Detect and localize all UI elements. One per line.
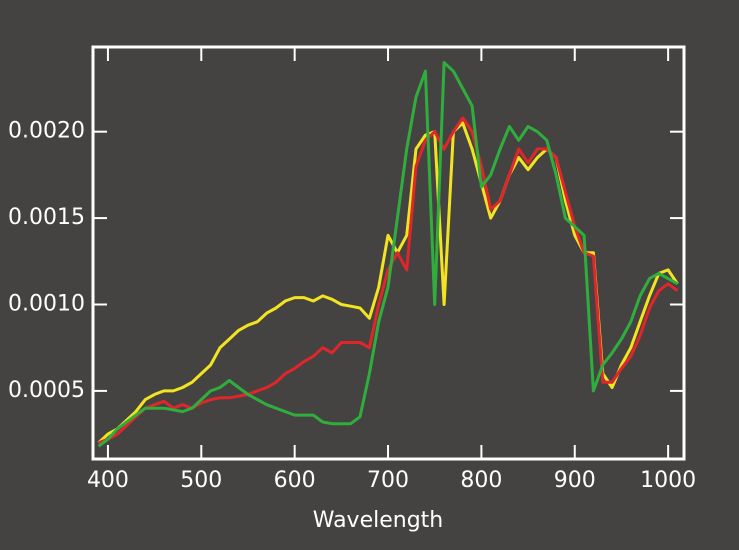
x-tick-label: 900 <box>554 468 596 493</box>
plot-frame <box>91 45 686 461</box>
x-tick-label: 500 <box>180 468 222 493</box>
y-tick-label: 0.0020 <box>8 119 85 144</box>
y-tick-label: 0.0015 <box>8 205 85 230</box>
y-tick-label: 0.0010 <box>8 292 85 317</box>
y-tick-label: 0.0005 <box>8 378 85 403</box>
x-tick-label: 700 <box>367 468 409 493</box>
x-axis-label: Wavelength <box>313 508 444 533</box>
x-tick-label: 1000 <box>640 468 696 493</box>
x-tick-label: 600 <box>274 468 316 493</box>
x-tick-label: 800 <box>460 468 502 493</box>
series-line <box>97 61 679 448</box>
x-tick-label: 400 <box>87 468 129 493</box>
